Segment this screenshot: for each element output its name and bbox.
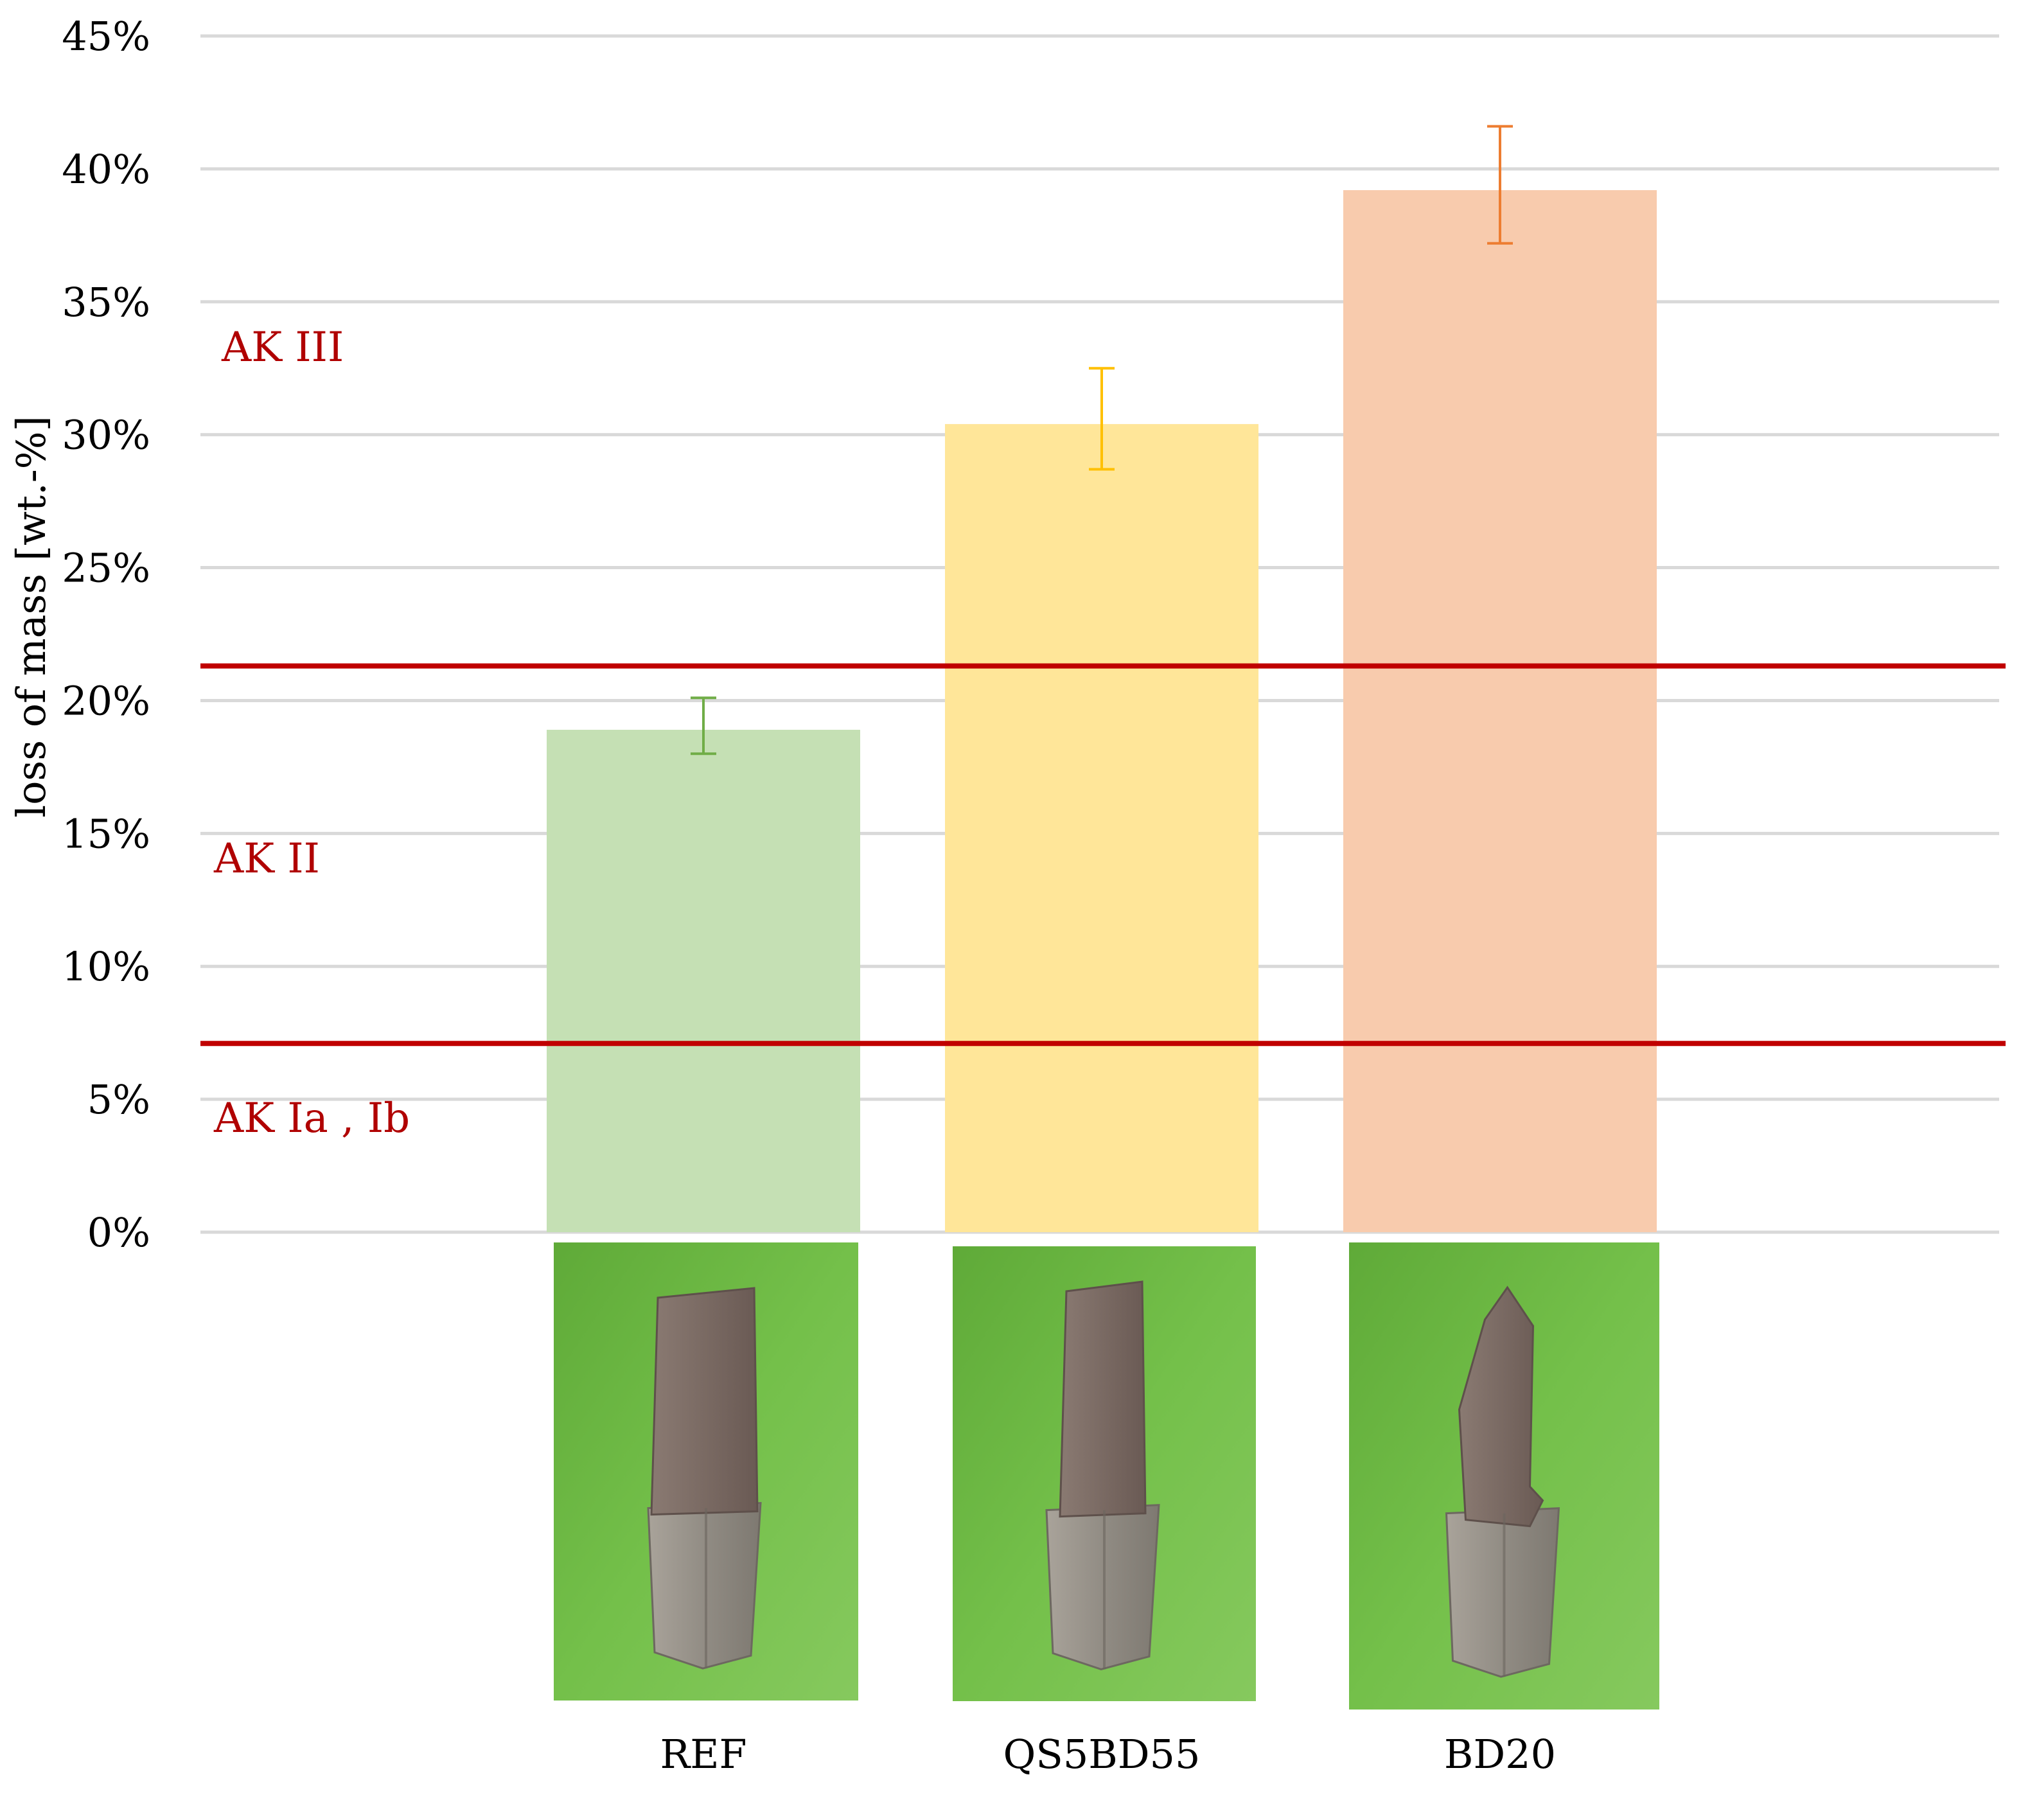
y-tick-label: 0%	[87, 1209, 150, 1256]
error-bar-ref	[691, 696, 716, 755]
y-tick-label: 30%	[62, 412, 150, 459]
y-tick-label: 35%	[62, 279, 150, 326]
x-category-label: REF	[660, 1731, 747, 1778]
error-bars	[691, 125, 1513, 755]
bar-ref	[547, 729, 860, 1232]
y-tick-label: 5%	[87, 1076, 150, 1123]
bar-qs5bd55	[945, 424, 1258, 1233]
specimen-photos	[554, 1242, 1659, 1710]
error-bar-bd20	[1487, 125, 1513, 245]
y-tick-label: 15%	[62, 810, 150, 857]
threshold-lines	[200, 663, 2006, 1047]
error-bar-qs5bd55	[1089, 367, 1115, 471]
zone-labels: AK III AK II AK Ia , Ib	[213, 324, 410, 1142]
zone-label-ak-ia-ib: AK Ia , Ib	[213, 1095, 410, 1142]
y-tick-label: 20%	[62, 677, 150, 724]
bars	[547, 190, 1657, 1233]
x-axis-categories: REF QS5BD55 BD20	[660, 1731, 1557, 1778]
bar-bd20	[1343, 190, 1657, 1233]
y-axis-ticks: 0% 5% 10% 15% 20% 25% 30% 35% 40% 45%	[62, 13, 150, 1256]
x-category-label: BD20	[1444, 1731, 1556, 1778]
photo-qs5bd55	[953, 1246, 1256, 1701]
y-axis-label: loss of mass [wt.-%]	[8, 416, 55, 818]
y-tick-label: 40%	[62, 146, 150, 193]
y-tick-label: 45%	[62, 13, 150, 60]
y-tick-label: 10%	[62, 943, 150, 990]
photo-ref	[554, 1242, 858, 1701]
photo-bd20	[1349, 1242, 1659, 1710]
y-tick-label: 25%	[62, 545, 150, 592]
zone-label-ak-ii: AK II	[213, 835, 320, 883]
x-category-label: QS5BD55	[1003, 1731, 1201, 1778]
zone-label-ak-iii: AK III	[221, 324, 344, 371]
